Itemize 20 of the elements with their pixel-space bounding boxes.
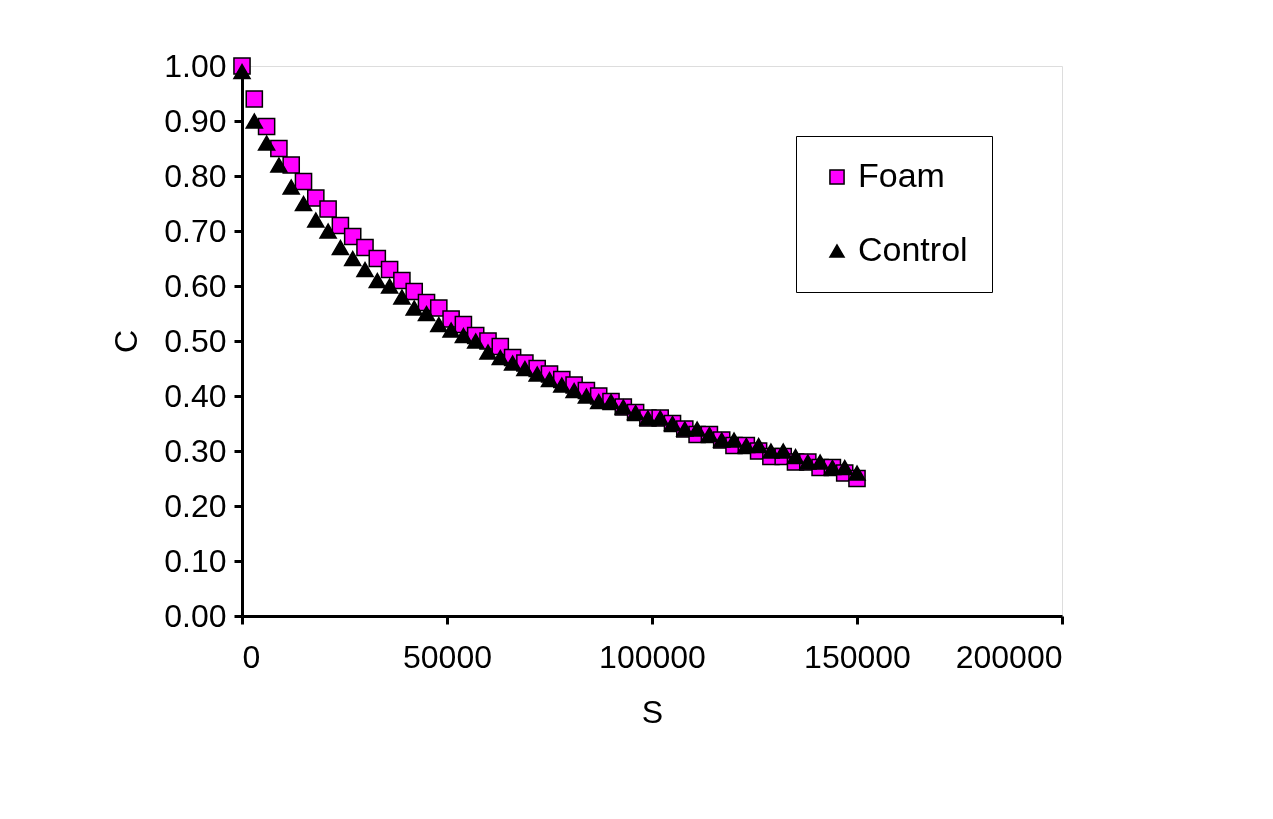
y-tick-label: 0.70 <box>164 212 227 249</box>
y-axis-title: C <box>108 329 145 354</box>
legend-label: Control <box>858 230 968 268</box>
x-tick-label: 0 <box>242 638 261 675</box>
y-tick-label: 0.00 <box>164 597 227 634</box>
y-tick-label: 0.80 <box>164 157 227 194</box>
y-tick-label: 0.20 <box>164 487 227 524</box>
y-tick-label: 0.10 <box>164 542 227 579</box>
x-tick-label: 100000 <box>599 638 706 675</box>
y-tick-label: 0.50 <box>164 322 227 359</box>
y-tick-label: 0.60 <box>164 267 227 304</box>
x-tick-label: 150000 <box>804 638 911 675</box>
x-tick-label: 200000 <box>955 638 1063 675</box>
y-tick-label: 0.30 <box>164 432 227 469</box>
x-tick-label: 50000 <box>403 638 492 675</box>
legend-label: Foam <box>858 156 945 194</box>
x-axis-title: S <box>641 693 664 730</box>
y-tick-label: 0.90 <box>164 102 227 139</box>
y-tick-label: 1.00 <box>164 47 227 84</box>
y-tick-label: 0.40 <box>164 377 227 414</box>
